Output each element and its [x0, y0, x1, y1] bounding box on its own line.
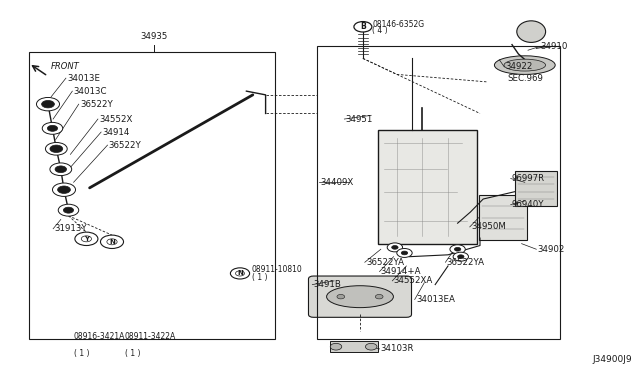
Text: 34013E: 34013E: [67, 74, 100, 83]
Circle shape: [45, 142, 67, 155]
Bar: [317, 46, 560, 339]
Text: SEC.969: SEC.969: [508, 74, 543, 83]
Text: 34950M: 34950M: [471, 222, 506, 231]
Circle shape: [100, 235, 124, 248]
Text: 34902: 34902: [538, 245, 565, 254]
Circle shape: [52, 183, 76, 196]
Bar: [29, 52, 275, 339]
Text: ( 1 ): ( 1 ): [252, 273, 267, 282]
Text: 31913Y: 31913Y: [54, 224, 87, 233]
Circle shape: [450, 245, 465, 254]
Text: 08916-3421A: 08916-3421A: [74, 332, 125, 341]
Circle shape: [453, 252, 468, 261]
Text: 08146-6352G: 08146-6352G: [372, 20, 424, 29]
Text: N: N: [237, 270, 243, 276]
Text: N: N: [109, 239, 115, 245]
Ellipse shape: [326, 286, 394, 308]
Circle shape: [58, 186, 70, 193]
Circle shape: [387, 243, 403, 252]
Circle shape: [50, 163, 72, 176]
Bar: [515, 171, 557, 206]
Text: J34900J9: J34900J9: [593, 355, 632, 364]
Circle shape: [376, 295, 383, 299]
Text: 34013EA: 34013EA: [416, 295, 455, 304]
Text: 34914: 34914: [102, 128, 130, 137]
Text: 34552X: 34552X: [99, 115, 132, 124]
Text: Y: Y: [84, 236, 89, 242]
Text: 34103R: 34103R: [381, 344, 414, 353]
Text: 34922: 34922: [506, 62, 533, 71]
Text: 96940Y: 96940Y: [512, 200, 545, 209]
Text: 08911-10810: 08911-10810: [252, 265, 302, 274]
Ellipse shape: [517, 21, 545, 42]
Circle shape: [454, 247, 461, 251]
Circle shape: [230, 268, 250, 279]
Text: 34935: 34935: [140, 32, 167, 41]
Circle shape: [42, 122, 63, 134]
Circle shape: [365, 343, 377, 350]
Text: 34951: 34951: [346, 115, 373, 124]
FancyBboxPatch shape: [308, 276, 412, 317]
Circle shape: [458, 255, 464, 259]
Ellipse shape: [494, 56, 555, 74]
Circle shape: [58, 204, 79, 216]
Circle shape: [63, 207, 74, 213]
Text: 36522Y: 36522Y: [80, 100, 113, 109]
Circle shape: [337, 295, 344, 299]
Circle shape: [330, 343, 342, 350]
Circle shape: [392, 246, 398, 249]
Text: 36522YA: 36522YA: [447, 258, 484, 267]
Circle shape: [50, 145, 63, 153]
Text: 34914+A: 34914+A: [381, 267, 421, 276]
Text: 08911-3422A: 08911-3422A: [125, 332, 176, 341]
Text: ( 1 ): ( 1 ): [125, 349, 140, 357]
Text: 36522YA: 36522YA: [366, 258, 404, 267]
Text: 36522Y: 36522Y: [109, 141, 141, 150]
Circle shape: [55, 166, 67, 173]
Text: FRONT: FRONT: [51, 62, 80, 71]
Text: B: B: [360, 22, 365, 31]
Circle shape: [397, 248, 412, 257]
Text: 3491B: 3491B: [314, 280, 342, 289]
Text: 34013C: 34013C: [74, 87, 107, 96]
Bar: [330, 341, 378, 352]
Text: 34409X: 34409X: [320, 178, 353, 187]
Text: 96997R: 96997R: [512, 174, 545, 183]
Circle shape: [47, 125, 58, 131]
Circle shape: [401, 251, 408, 255]
Circle shape: [36, 97, 60, 111]
Circle shape: [75, 232, 98, 246]
Bar: [479, 195, 527, 240]
Circle shape: [354, 22, 372, 32]
Bar: [378, 130, 477, 244]
Text: 34552XA: 34552XA: [394, 276, 433, 285]
Text: ( 1 ): ( 1 ): [74, 349, 89, 357]
Ellipse shape: [504, 59, 545, 71]
Circle shape: [42, 100, 54, 108]
Text: ( 4 ): ( 4 ): [372, 26, 388, 35]
Text: 34910: 34910: [541, 42, 568, 51]
